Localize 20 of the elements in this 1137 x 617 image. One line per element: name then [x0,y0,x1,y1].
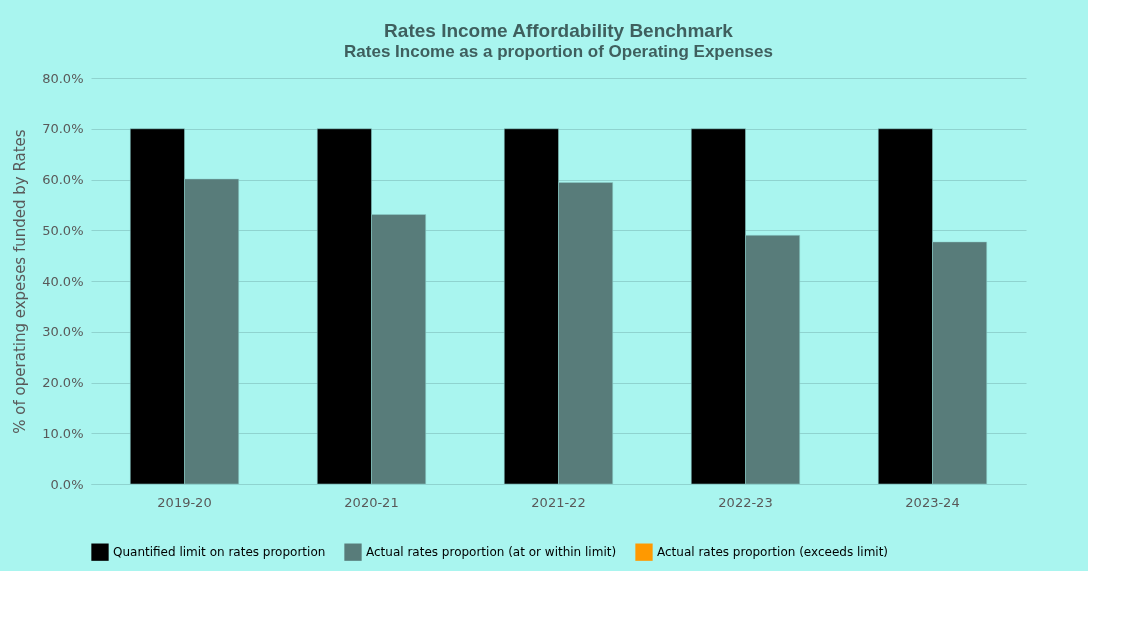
x-tick-label: 2019-20 [157,494,212,510]
legend-label: Quantified limit on rates proportion [113,545,326,560]
x-tick-label: 2020-21 [344,494,399,510]
y-tick-label: 0.0% [50,476,84,492]
y-tick-label: 60.0% [42,172,84,187]
y-tick-label: 80.0% [42,70,84,86]
legend-label: Actual rates proportion (exceeds limit) [657,545,889,560]
y-axis-title: % of operating expeses funded by Rates [11,129,30,434]
x-tick-label: 2021-22 [531,494,586,510]
y-tick-label: 20.0% [42,375,84,390]
y-tick-label: 30.0% [42,324,84,340]
chart-subtitle: Rates Income as a proportion of Operating Expenses [344,42,773,61]
x-tick-label: 2022-23 [718,494,773,510]
y-tick-label: 50.0% [42,222,84,238]
legend-label: Actual rates proportion (at or within limit) [366,545,617,560]
y-tick-label: 40.0% [42,273,84,289]
y-tick-label: 70.0% [42,121,84,137]
y-tick-label: 10.0% [42,425,84,441]
chart-title: Rates Income Affordability Benchmark [384,20,734,41]
x-tick-label: 2023-24 [905,494,960,510]
